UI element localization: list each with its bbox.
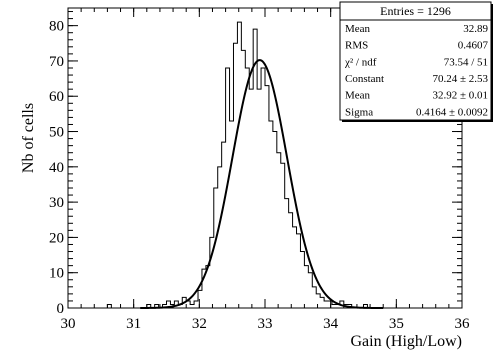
x-tick-label: 36 — [455, 316, 471, 332]
x-tick-label: 35 — [389, 316, 404, 332]
histogram-bin — [324, 301, 328, 308]
histogram-bin — [304, 266, 308, 308]
histogram-bin — [297, 234, 301, 308]
histogram-bin — [265, 86, 269, 308]
histogram-bin — [289, 213, 293, 308]
x-tick-label: 31 — [126, 316, 141, 332]
stats-row-value: 32.89 — [463, 23, 488, 35]
histogram-bin — [312, 287, 316, 308]
histogram-bin — [300, 252, 304, 308]
stats-row-label: Mean — [345, 90, 371, 102]
y-tick-label: 10 — [49, 266, 64, 282]
histogram-bin — [316, 294, 320, 308]
histogram-bin — [269, 121, 273, 308]
histogram-bin — [198, 290, 202, 308]
y-tick-label: 30 — [49, 195, 64, 211]
stats-row-value: 0.4164 ± 0.0092 — [416, 106, 488, 118]
x-tick-label: 32 — [192, 316, 207, 332]
histogram-bin — [233, 43, 237, 308]
histogram-bin — [190, 304, 194, 308]
stats-box-frame — [339, 1, 492, 121]
y-tick-label: 70 — [49, 54, 64, 70]
stats-row-label: RMS — [345, 40, 368, 52]
y-tick-label: 50 — [49, 125, 64, 141]
histogram-bin — [222, 142, 226, 308]
histogram-bin — [293, 227, 297, 308]
stats-row-label: Mean — [345, 23, 371, 35]
stats-box: Entries = 1296 Mean 32.89 RMS 0.4607 χ² / ndf… — [339, 1, 493, 122]
stats-row-value: 70.24 ± 2.53 — [432, 73, 488, 85]
y-tick-label: 80 — [49, 19, 64, 35]
stats-row-label: Constant — [345, 73, 384, 85]
x-axis-label: Gain (High/Low) — [350, 333, 462, 350]
x-tick-label: 33 — [258, 316, 273, 332]
histogram-bin — [253, 29, 257, 308]
histogram-bin — [320, 297, 324, 308]
stats-row-value: 73.54 / 51 — [444, 56, 488, 68]
y-tick-label: 0 — [57, 301, 65, 317]
histogram-bin — [249, 89, 253, 308]
x-tick-label: 34 — [323, 316, 339, 332]
histogram-bin — [273, 132, 277, 308]
histogram-bin — [245, 68, 249, 308]
x-tick-label: 30 — [61, 316, 76, 332]
stats-row-value: 32.92 ± 0.01 — [432, 90, 488, 102]
histogram-bin — [241, 50, 245, 308]
histogram-bin — [230, 121, 234, 308]
histogram-bin — [277, 153, 281, 308]
y-tick-label: 20 — [49, 230, 64, 246]
histogram-bin — [281, 163, 285, 308]
histogram-bin — [261, 68, 265, 308]
y-tick-label: 60 — [49, 89, 64, 105]
histogram-bin — [285, 199, 289, 308]
stats-row-label: χ² / ndf — [344, 56, 377, 68]
histogram-bin — [332, 304, 336, 308]
histogram-bin — [257, 89, 261, 308]
histogram-bin — [194, 301, 198, 308]
y-axis-label: Nb of cells — [20, 103, 37, 173]
histogram-bin — [218, 167, 222, 308]
stats-row-value: 0.4607 — [458, 40, 489, 52]
histogram-bin — [308, 273, 312, 308]
histogram-bin — [237, 22, 241, 308]
stats-row-label: Sigma — [345, 106, 373, 118]
histogram-bin — [107, 304, 111, 308]
gaussian-fit-curve — [140, 59, 384, 309]
histogram-bin — [328, 301, 332, 308]
stats-entries: Entries = 1296 — [380, 4, 451, 18]
y-tick-label: 40 — [49, 160, 64, 176]
